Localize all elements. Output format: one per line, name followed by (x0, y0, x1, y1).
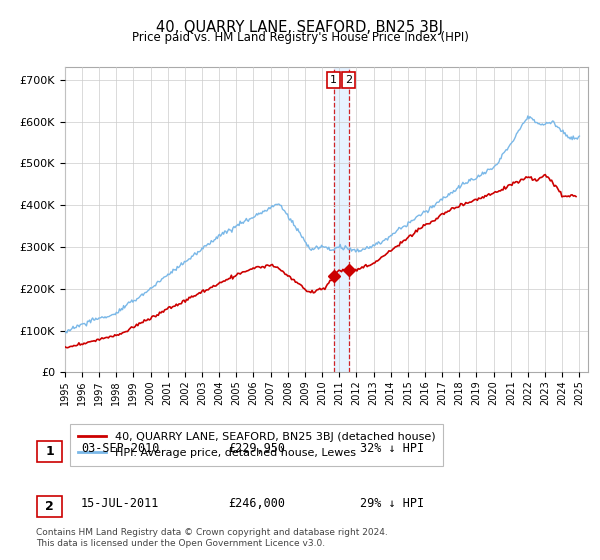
Text: 2: 2 (345, 74, 352, 85)
Text: Contains HM Land Registry data © Crown copyright and database right 2024.
This d: Contains HM Land Registry data © Crown c… (36, 528, 388, 548)
Text: 15-JUL-2011: 15-JUL-2011 (81, 497, 160, 510)
Text: 1: 1 (45, 445, 54, 458)
FancyBboxPatch shape (37, 496, 62, 517)
Bar (334, 67, 349, 372)
Text: Price paid vs. HM Land Registry's House Price Index (HPI): Price paid vs. HM Land Registry's House … (131, 31, 469, 44)
Text: 40, QUARRY LANE, SEAFORD, BN25 3BJ: 40, QUARRY LANE, SEAFORD, BN25 3BJ (157, 20, 443, 35)
Text: 2: 2 (45, 500, 54, 514)
Text: 1: 1 (330, 74, 337, 85)
Legend: 40, QUARRY LANE, SEAFORD, BN25 3BJ (detached house), HPI: Average price, detache: 40, QUARRY LANE, SEAFORD, BN25 3BJ (deta… (70, 424, 443, 466)
Text: £246,000: £246,000 (228, 497, 285, 510)
Text: 32% ↓ HPI: 32% ↓ HPI (360, 441, 424, 455)
Text: 03-SEP-2010: 03-SEP-2010 (81, 441, 160, 455)
Text: £229,950: £229,950 (228, 441, 285, 455)
FancyBboxPatch shape (37, 441, 62, 462)
Text: 29% ↓ HPI: 29% ↓ HPI (360, 497, 424, 510)
